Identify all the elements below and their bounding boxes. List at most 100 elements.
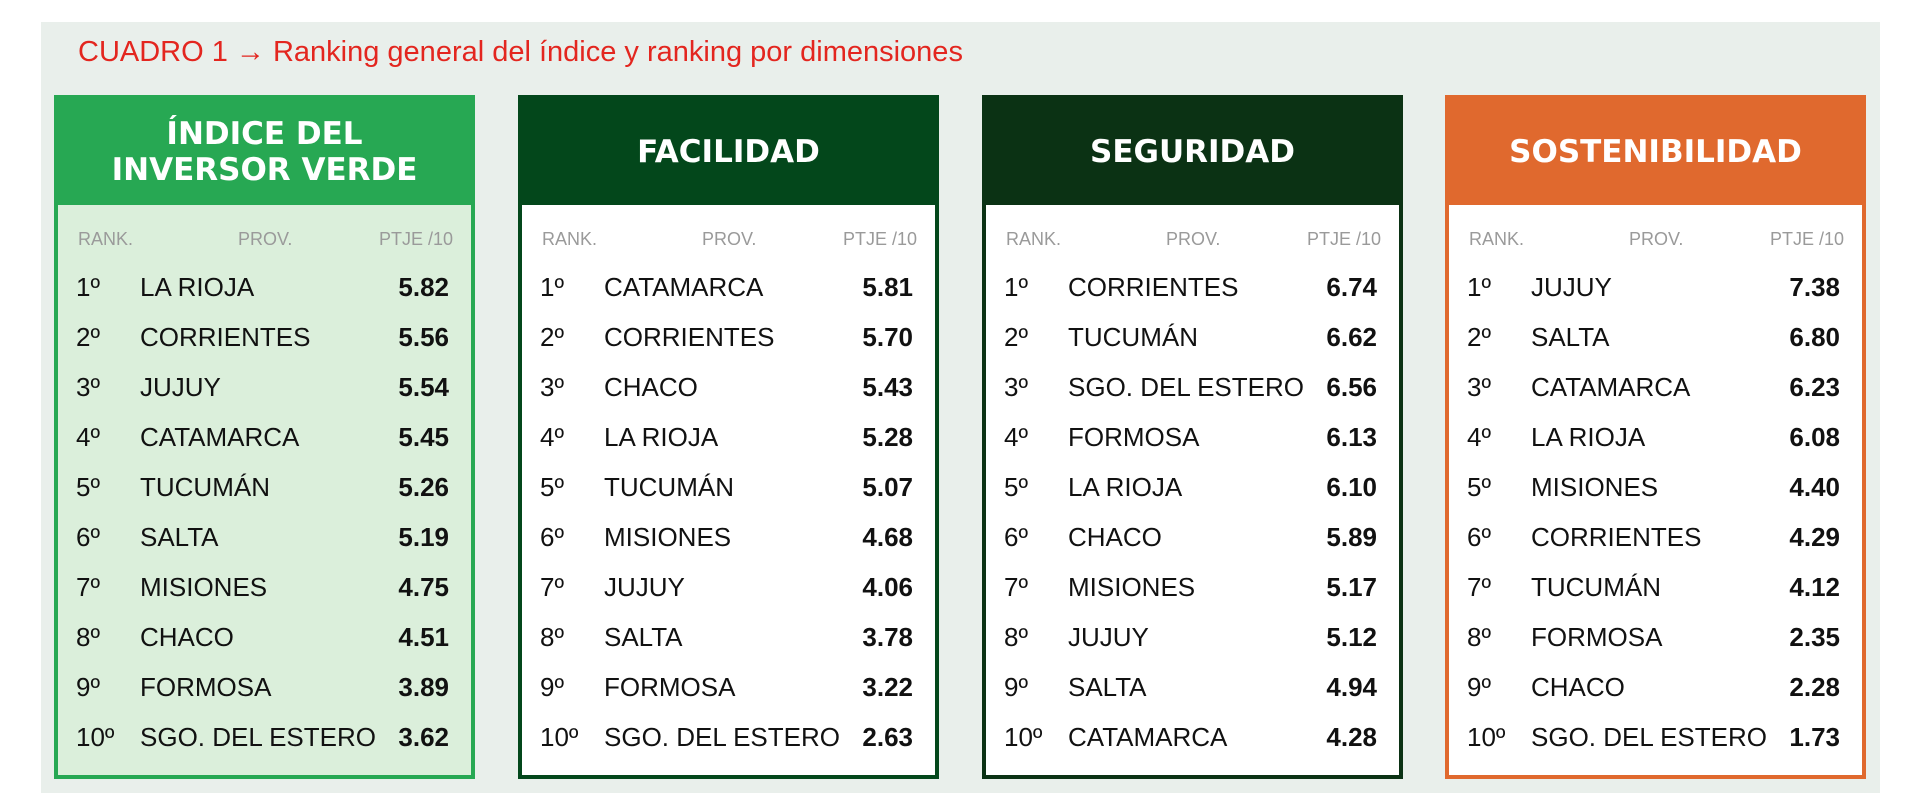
province: JUJUY [140,372,221,402]
province: LA RIOJA [1531,422,1646,452]
rank: 4º [76,422,100,452]
province: TUCUMÁN [604,472,734,502]
score: 4.40 [1789,472,1840,502]
province: MISIONES [140,572,268,602]
panel-heading: SOSTENIBILIDAD [1449,99,1862,205]
score: 4.29 [1789,522,1840,552]
rank: 10º [76,722,115,752]
score: 1.73 [1789,722,1840,752]
province: JUJUY [604,572,685,602]
province: MISIONES [1068,572,1196,602]
province: CORRIENTES [1068,272,1239,302]
ranking-panel: FACILIDAD RANK. PROV. PTJE /10 1º CATAMARCA 5.… [518,95,939,779]
rank: 9º [1467,672,1491,702]
ranking-panel: SOSTENIBILIDAD RANK. PROV. PTJE /10 1º JUJUY 7… [1445,95,1866,779]
score: 3.22 [862,672,913,702]
province: TUCUMÁN [1531,572,1661,602]
rank: 4º [1004,422,1028,452]
province: SALTA [140,522,219,552]
score: 5.81 [862,272,913,302]
province: CATAMARCA [1531,372,1691,402]
column-header: RANK. [78,229,134,249]
province: FORMOSA [1068,422,1200,452]
rank: 8º [76,622,100,652]
rank: 2º [1004,322,1028,352]
province: MISIONES [604,522,732,552]
rank: 3º [540,372,564,402]
province: CATAMARCA [604,272,764,302]
rank: 9º [540,672,564,702]
province: MISIONES [1531,472,1659,502]
rank: 10º [540,722,579,752]
column-header: PROV. [1629,229,1684,249]
column-header: PROV. [1166,229,1221,249]
rank: 5º [1004,472,1028,502]
province: CORRIENTES [140,322,311,352]
score: 5.28 [862,422,913,452]
rank: 6º [76,522,100,552]
province: SALTA [1068,672,1147,702]
rank: 5º [76,472,100,502]
province: LA RIOJA [140,272,255,302]
rank: 8º [540,622,564,652]
province: CORRIENTES [1531,522,1702,552]
score: 6.23 [1789,372,1840,402]
province: FORMOSA [140,672,272,702]
province: CORRIENTES [604,322,775,352]
province: LA RIOJA [1068,472,1183,502]
province: CHACO [1531,672,1625,702]
province: TUCUMÁN [1068,322,1198,352]
province: TUCUMÁN [140,472,270,502]
rank: 9º [1004,672,1028,702]
rank: 1º [76,272,100,302]
rank: 10º [1004,722,1043,752]
rank: 6º [1004,522,1028,552]
score: 5.17 [1326,572,1377,602]
score: 5.45 [398,422,449,452]
score: 3.78 [862,622,913,652]
score: 5.26 [398,472,449,502]
score: 6.10 [1326,472,1377,502]
score: 5.70 [862,322,913,352]
score: 6.13 [1326,422,1377,452]
province: SALTA [1531,322,1610,352]
province: FORMOSA [604,672,736,702]
column-header: PTJE /10 [1306,229,1381,249]
score: 4.94 [1326,672,1377,702]
province: CHACO [1068,522,1162,552]
rank: 7º [540,572,564,602]
score: 5.43 [862,372,913,402]
score: 5.19 [398,522,449,552]
ranking-panel: SEGURIDAD RANK. PROV. PTJE /10 1º CORRIENTES 6… [982,95,1403,779]
rank: 4º [1467,422,1491,452]
rank: 3º [1467,372,1491,402]
column-header: PROV. [702,229,757,249]
rank: 4º [540,422,564,452]
rank: 6º [540,522,564,552]
rank: 2º [1467,322,1491,352]
rank: 5º [540,472,564,502]
province: SALTA [604,622,683,652]
score: 6.62 [1326,322,1377,352]
column-header: PTJE /10 [378,229,453,249]
score: 7.38 [1789,272,1840,302]
score: 6.08 [1789,422,1840,452]
score: 3.62 [398,722,449,752]
rank: 8º [1004,622,1028,652]
panel-heading: SEGURIDAD [986,99,1399,205]
rank: 1º [540,272,564,302]
province: CATAMARCA [1068,722,1228,752]
score: 5.07 [862,472,913,502]
province: SGO. DEL ESTERO [1531,722,1767,752]
score: 6.74 [1326,272,1377,302]
province: CHACO [140,622,234,652]
column-header: PTJE /10 [842,229,917,249]
rank: 6º [1467,522,1491,552]
score: 4.28 [1326,722,1377,752]
rank: 7º [76,572,100,602]
rank: 3º [1004,372,1028,402]
score: 2.28 [1789,672,1840,702]
province: JUJUY [1068,622,1149,652]
score: 4.75 [398,572,449,602]
